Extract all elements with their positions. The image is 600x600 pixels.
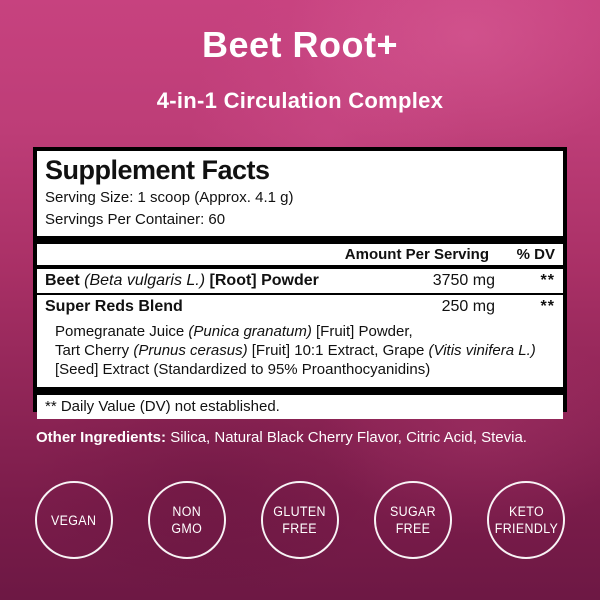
servings-per-container: Servings Per Container: 60 [45,211,226,228]
blend-description-line: Pomegranate Juice (Punica granatum) [Fru… [55,323,413,340]
badge-keto-friendly: KETO FRIENDLY [487,481,565,559]
other-ingredients-text: Silica, Natural Black Cherry Flavor, Cit… [170,429,527,446]
table-row-super-reds-blend: Super Reds Blend 250 mg ** [37,293,563,319]
panel-header-section: Supplement Facts Serving Size: 1 scoop (… [37,151,563,236]
badge-non-gmo: NON GMO [148,481,226,559]
column-percent-dv: % DV [516,246,555,263]
badge-label: NON GMO [171,504,203,536]
badge-label: GLUTEN FREE [273,504,327,536]
blend-description-line: Tart Cherry (Prunus cerasus) [Fruit] 10:… [55,342,536,359]
badges-row: VEGAN NON GMO GLUTEN FREE SUGAR FREE KETO FRIEND… [0,481,600,561]
badge-label: KETO FRIENDLY [494,504,558,536]
panel-ingredients-section: Amount Per Serving % DV Beet (Beta vulga… [37,244,563,387]
serving-size: Serving Size: 1 scoop (Approx. 4.1 g) [45,189,294,206]
ingredient-amount: 250 mg [441,298,495,315]
ingredient-dv: ** [540,298,555,315]
product-title: Beet Root+ [201,24,399,65]
blend-description: Pomegranate Juice (Punica granatum) [Fru… [37,319,563,387]
badge-vegan: VEGAN [35,481,113,559]
badge-label: VEGAN [51,512,97,528]
column-amount-per-serving: Amount Per Serving [344,246,489,263]
product-subtitle: 4-in-1 Circulation Complex [156,88,444,113]
ingredient-name: Super Reds Blend [45,298,183,315]
column-header-row: Amount Per Serving % DV [37,244,563,269]
thick-divider [37,236,563,244]
ingredient-dv: ** [540,272,555,289]
thick-divider [37,387,563,395]
dv-footnote: ** Daily Value (DV) not established. [37,395,563,419]
badge-sugar-free: SUGAR FREE [374,481,452,559]
badge-label: SUGAR FREE [389,504,436,536]
ingredient-amount: 3750 mg [432,272,495,289]
other-ingredients: Other Ingredients: Silica, Natural Black… [36,428,576,447]
other-ingredients-label: Other Ingredients: [36,429,167,446]
supplement-facts-panel: Supplement Facts Serving Size: 1 scoop (… [33,147,567,419]
supplement-facts-title: Supplement Facts [45,155,270,185]
ingredient-name: Beet (Beta vulgaris L.) [Root] Powder [45,272,319,289]
badge-gluten-free: GLUTEN FREE [261,481,339,559]
table-row-beet: Beet (Beta vulgaris L.) [Root] Powder 37… [37,269,563,293]
blend-description-line: [Seed] Extract (Standardized to 95% Proa… [55,361,431,378]
